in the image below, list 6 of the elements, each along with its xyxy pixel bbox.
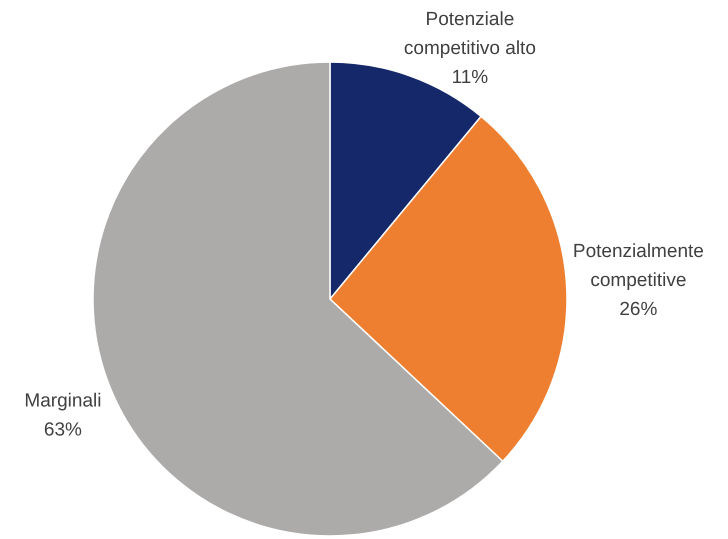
slice-label: Potenziale competitivo alto (404, 9, 536, 60)
slice-label: Marginali (24, 390, 102, 412)
slice-label: Potenzialmente competitive (572, 241, 704, 292)
data-label: 63% (44, 420, 82, 441)
data-label: 26% (619, 299, 658, 320)
data-label: 11% (452, 67, 488, 88)
